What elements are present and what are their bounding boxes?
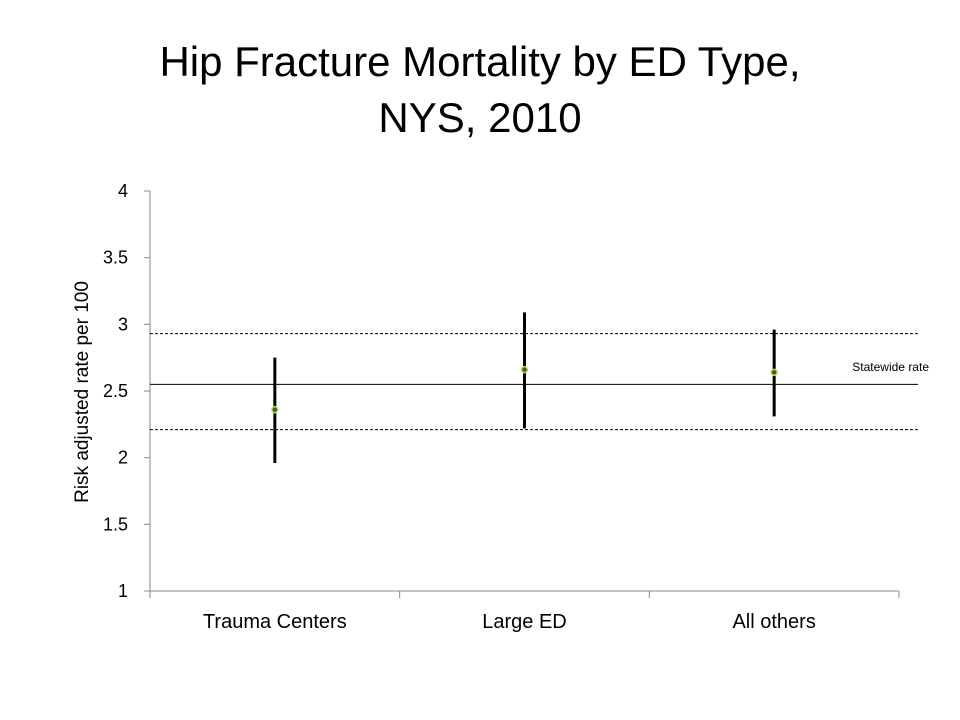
- y-tick-label: 3: [118, 314, 128, 334]
- y-tick-label: 3.5: [103, 248, 128, 268]
- y-tick-label: 1.5: [103, 514, 128, 534]
- title-line-2: NYS, 2010: [378, 94, 582, 141]
- chart-title: Hip Fracture Mortality by ED Type, NYS, …: [60, 34, 900, 146]
- y-tick-label: 2: [118, 448, 128, 468]
- data-point: [520, 365, 529, 374]
- y-tick-label: 2.5: [103, 381, 128, 401]
- x-category-label: Trauma Centers: [203, 611, 347, 633]
- chart-axes: 1 1.5 2 2.5 3 3.5 4 Trauma Centers Large ED All o…: [72, 181, 900, 633]
- statewide-rate-label: Statewide rate: [852, 360, 929, 374]
- title-line-1: Hip Fracture Mortality by ED Type,: [159, 38, 801, 85]
- data-point: [770, 368, 778, 377]
- data-point: [271, 405, 279, 414]
- chart-marks: [271, 312, 778, 463]
- y-tick-label: 1: [118, 581, 128, 601]
- x-category-label: Large ED: [482, 611, 567, 633]
- statewide-reference-lines: Statewide rate: [150, 333, 929, 431]
- y-tick-label: 4: [118, 181, 128, 201]
- x-category-label: All others: [732, 611, 815, 633]
- y-axis-title: Risk adjusted rate per 100: [72, 281, 93, 503]
